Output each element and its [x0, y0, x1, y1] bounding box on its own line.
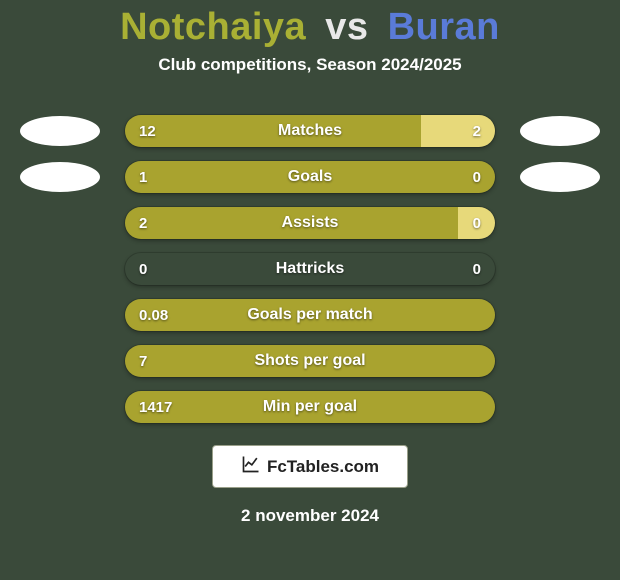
stat-label: Matches	[125, 122, 495, 140]
date: 2 november 2024	[241, 506, 379, 526]
team-logo-right	[520, 162, 600, 192]
stat-rows: 12Matches21Goals02Assists00Hattricks00.0…	[0, 115, 620, 423]
stat-label: Shots per goal	[125, 352, 495, 370]
stat-row: 1417Min per goal	[0, 391, 620, 423]
stat-row: 12Matches2	[0, 115, 620, 147]
subtitle: Club competitions, Season 2024/2025	[158, 55, 461, 75]
stat-label: Goals	[125, 168, 495, 186]
stat-bar: 12Matches2	[125, 115, 495, 147]
stat-label: Assists	[125, 214, 495, 232]
stat-bar: 0.08Goals per match	[125, 299, 495, 331]
chart-icon	[241, 454, 261, 479]
team-logo-left	[20, 116, 100, 146]
content: Notchaiya vs Buran Club competitions, Se…	[0, 0, 620, 580]
stat-label: Hattricks	[125, 260, 495, 278]
title-vs: vs	[325, 6, 368, 48]
watermark-text: FcTables.com	[267, 457, 379, 477]
stat-bar: 1417Min per goal	[125, 391, 495, 423]
stat-label: Goals per match	[125, 306, 495, 324]
stat-value-right: 0	[473, 169, 481, 186]
watermark[interactable]: FcTables.com	[212, 445, 408, 488]
stat-row: 0Hattricks0	[0, 253, 620, 285]
team-logo-right	[520, 116, 600, 146]
title-player1: Notchaiya	[120, 6, 306, 48]
stat-row: 2Assists0	[0, 207, 620, 239]
title-player2: Buran	[388, 6, 500, 48]
team-logo-left	[20, 162, 100, 192]
stat-row: 7Shots per goal	[0, 345, 620, 377]
stat-row: 1Goals0	[0, 161, 620, 193]
stat-bar: 7Shots per goal	[125, 345, 495, 377]
stat-bar: 1Goals0	[125, 161, 495, 193]
stat-label: Min per goal	[125, 398, 495, 416]
stat-bar: 0Hattricks0	[125, 253, 495, 285]
stat-row: 0.08Goals per match	[0, 299, 620, 331]
stat-value-right: 2	[473, 123, 481, 140]
stat-value-right: 0	[473, 261, 481, 278]
stat-value-right: 0	[473, 215, 481, 232]
page-title: Notchaiya vs Buran	[120, 6, 500, 49]
stat-bar: 2Assists0	[125, 207, 495, 239]
